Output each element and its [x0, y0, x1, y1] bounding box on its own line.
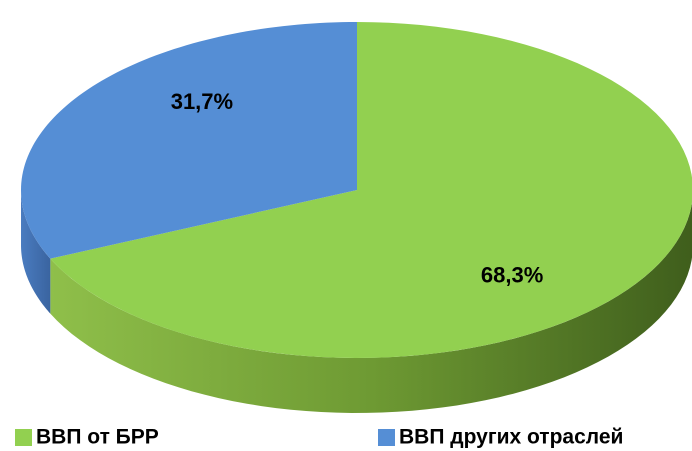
legend-swatch	[378, 429, 395, 446]
data-label: 31,7%	[171, 89, 233, 114]
pie-side	[21, 190, 51, 314]
legend-label: ВВП от БРР	[36, 426, 159, 449]
pie-slice	[50, 22, 692, 358]
data-label: 68,3%	[481, 263, 543, 288]
legend-swatch	[15, 429, 32, 446]
pie-slice	[21, 22, 358, 259]
legend-label: ВВП других отраслей	[399, 426, 623, 449]
pie-side	[50, 202, 692, 413]
